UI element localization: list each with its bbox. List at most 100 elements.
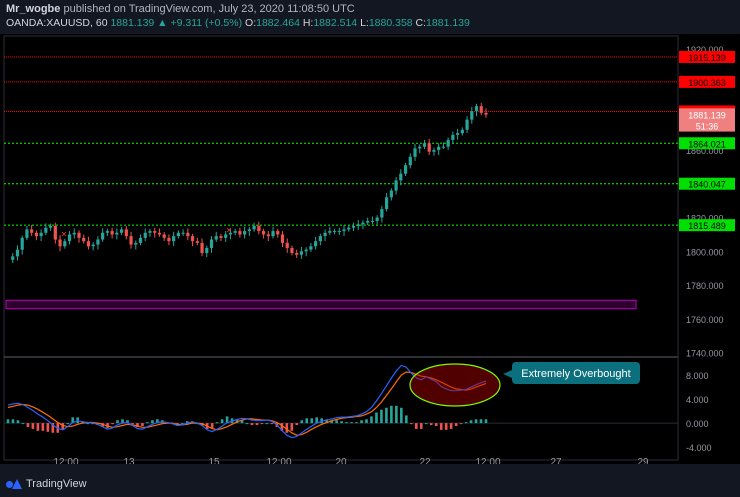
candle-body[interactable] — [119, 229, 124, 233]
candle-body[interactable] — [153, 231, 157, 233]
candle-body[interactable] — [44, 227, 48, 233]
candle-body[interactable] — [30, 229, 34, 233]
candle-body[interactable] — [280, 234, 285, 243]
candle-body[interactable] — [167, 237, 171, 242]
candle-body[interactable] — [413, 148, 417, 157]
candle-body[interactable] — [422, 143, 427, 147]
candle-body[interactable] — [247, 229, 251, 232]
candle-body[interactable] — [58, 239, 62, 247]
supply-zone-box[interactable] — [5, 299, 637, 310]
candle-body[interactable] — [271, 231, 275, 237]
symbol-name[interactable]: OANDA:XAUUSD, 60 — [6, 17, 108, 29]
candle-body[interactable] — [337, 231, 341, 233]
candle-body[interactable] — [176, 232, 180, 237]
candle-body[interactable] — [299, 251, 304, 255]
candle-body[interactable] — [162, 234, 166, 238]
candle-body[interactable] — [484, 112, 488, 115]
candle-body[interactable] — [380, 209, 384, 218]
candle-body[interactable] — [460, 129, 464, 134]
candle-body[interactable] — [157, 232, 162, 235]
candle-body[interactable] — [148, 231, 152, 233]
candle-body[interactable] — [34, 232, 38, 237]
chart-area[interactable]: 1920.0001900.0001880.0001860.0001840.000… — [0, 34, 740, 464]
candle-body[interactable] — [441, 146, 446, 148]
candle-body[interactable] — [290, 247, 294, 254]
publisher-name[interactable]: Mr_wogbe — [6, 3, 61, 15]
candle-body[interactable] — [266, 234, 270, 237]
candle-body[interactable] — [15, 249, 20, 257]
candle-body[interactable] — [385, 197, 389, 210]
candle-body[interactable] — [389, 190, 393, 198]
candle-body[interactable] — [172, 236, 176, 242]
candle-body[interactable] — [214, 236, 218, 240]
candle-body[interactable] — [370, 220, 375, 222]
candle-body[interactable] — [446, 139, 450, 147]
candle-body[interactable] — [314, 241, 318, 247]
candle-body[interactable] — [456, 133, 460, 135]
candle-body[interactable] — [195, 241, 199, 243]
candle-body[interactable] — [347, 227, 351, 230]
candle-body[interactable] — [53, 226, 57, 240]
candle-body[interactable] — [110, 231, 114, 235]
candle-body[interactable] — [318, 236, 322, 242]
candle-body[interactable] — [129, 236, 133, 245]
candle-body[interactable] — [20, 237, 24, 250]
candle-body[interactable] — [86, 241, 91, 247]
candle-body[interactable] — [82, 237, 86, 242]
candle-body[interactable] — [181, 232, 185, 234]
candle-body[interactable] — [432, 150, 436, 152]
candle-body[interactable] — [77, 232, 81, 238]
candle-body[interactable] — [427, 143, 431, 152]
candle-body[interactable] — [309, 246, 313, 250]
candle-body[interactable] — [323, 232, 327, 237]
candle-body[interactable] — [474, 106, 479, 112]
candle-body[interactable] — [366, 220, 370, 223]
candle-body[interactable] — [205, 247, 209, 254]
candle-body[interactable] — [233, 231, 237, 233]
candle-body[interactable] — [243, 231, 247, 235]
candle-body[interactable] — [39, 232, 43, 237]
candle-body[interactable] — [361, 222, 365, 225]
candle-body[interactable] — [186, 232, 190, 237]
candle-body[interactable] — [332, 231, 337, 233]
candle-body[interactable] — [295, 253, 299, 255]
candle-body[interactable] — [209, 239, 214, 248]
candle-body[interactable] — [328, 231, 332, 233]
tradingview-logo[interactable]: TradingView — [6, 478, 87, 490]
candle-body[interactable] — [465, 119, 469, 130]
annotation-callout[interactable] — [512, 362, 640, 384]
candle-body[interactable] — [138, 237, 143, 243]
overbought-highlight-ellipse[interactable] — [409, 363, 501, 407]
candle-body[interactable] — [134, 242, 138, 245]
candle-body[interactable] — [238, 231, 242, 235]
candle-body[interactable] — [91, 244, 95, 247]
candle-body[interactable] — [124, 229, 128, 237]
candle-body[interactable] — [399, 173, 403, 181]
candle-body[interactable] — [72, 232, 76, 235]
candle-body[interactable] — [375, 217, 379, 221]
candle-body[interactable] — [342, 229, 346, 232]
candle-body[interactable] — [418, 146, 422, 149]
candle-body[interactable] — [11, 256, 15, 260]
candle-body[interactable] — [394, 180, 398, 191]
candle-body[interactable] — [285, 242, 289, 248]
candle-body[interactable] — [200, 242, 204, 254]
candle-body[interactable] — [115, 232, 119, 235]
candle-body[interactable] — [304, 249, 308, 252]
candle-body[interactable] — [190, 236, 195, 242]
candle-body[interactable] — [470, 111, 474, 120]
candle-body[interactable] — [252, 226, 256, 230]
candle-body[interactable] — [63, 241, 67, 247]
candle-body[interactable] — [48, 226, 53, 228]
candle-body[interactable] — [257, 226, 261, 232]
candle-body[interactable] — [25, 229, 29, 238]
candle-body[interactable] — [351, 226, 356, 228]
candle-body[interactable] — [261, 231, 266, 235]
candle-body[interactable] — [101, 232, 105, 240]
candle-body[interactable] — [479, 106, 483, 113]
candle-body[interactable] — [437, 146, 441, 151]
candle-body[interactable] — [403, 165, 408, 174]
candle-body[interactable] — [228, 232, 233, 235]
candle-body[interactable] — [143, 232, 147, 238]
candle-body[interactable] — [356, 224, 360, 227]
